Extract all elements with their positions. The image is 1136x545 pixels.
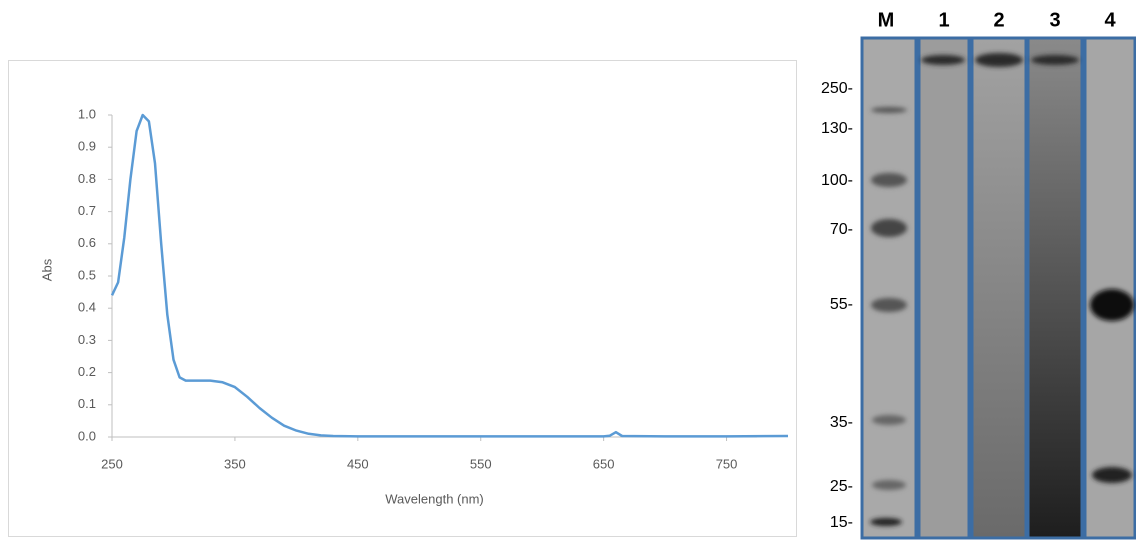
lane-label: 2 <box>993 9 1004 31</box>
plot: 0.0 0.1 0.2 0.3 0.4 0.5 0.6 0.7 0.8 0.9 1.0 250 350 4… <box>39 106 789 506</box>
y-tick-label: 0.1 <box>78 396 96 411</box>
y-tick-label: 0.2 <box>78 364 96 379</box>
y-tick-label: 0.5 <box>78 267 96 282</box>
marker-label: 70- <box>830 221 853 238</box>
gel-labels: M 1 2 3 4 250- 130- 100- 70- 55- 35- 25- 15- <box>821 9 1116 531</box>
x-tick-label: 750 <box>716 456 738 471</box>
x-tick-label: 450 <box>347 456 369 471</box>
marker-label: 15- <box>830 514 853 531</box>
gel-lane <box>917 36 971 540</box>
marker-label: 250- <box>821 80 853 97</box>
gel-lane <box>970 36 1028 540</box>
gel-lane <box>860 36 918 540</box>
marker-label: 55- <box>830 296 853 313</box>
marker-label: 35- <box>830 414 853 431</box>
gel-lane <box>1083 36 1136 540</box>
spectrum-line <box>110 113 789 438</box>
lane-label: 3 <box>1049 9 1060 31</box>
lane-label: 4 <box>1104 9 1116 31</box>
y-tick-label: 1.0 <box>78 106 96 121</box>
marker-label: 130- <box>821 120 853 137</box>
y-tick-label: 0.7 <box>78 203 96 218</box>
y-axis-label: Abs <box>39 258 54 281</box>
lane-label: 1 <box>938 9 949 31</box>
lane-label: M <box>878 9 895 31</box>
marker-label: 100- <box>821 172 853 189</box>
y-tick-label: 0.0 <box>78 428 96 443</box>
y-tick-label: 0.9 <box>78 139 96 154</box>
y-tick-label: 0.4 <box>78 300 96 315</box>
chart-frame <box>8 60 797 537</box>
y-tick-label: 0.3 <box>78 332 96 347</box>
x-tick-label: 250 <box>101 456 123 471</box>
y-tick-label: 0.8 <box>78 171 96 186</box>
gel-lane <box>1026 36 1084 540</box>
gel-bands <box>870 53 1134 526</box>
x-tick-label: 650 <box>593 456 615 471</box>
y-tick-label: 0.6 <box>78 235 96 250</box>
marker-label: 25- <box>830 478 853 495</box>
gel <box>860 36 1136 540</box>
x-axis-label: Wavelength (nm) <box>385 491 484 506</box>
x-tick-label: 350 <box>224 456 246 471</box>
x-tick-label: 550 <box>470 456 492 471</box>
